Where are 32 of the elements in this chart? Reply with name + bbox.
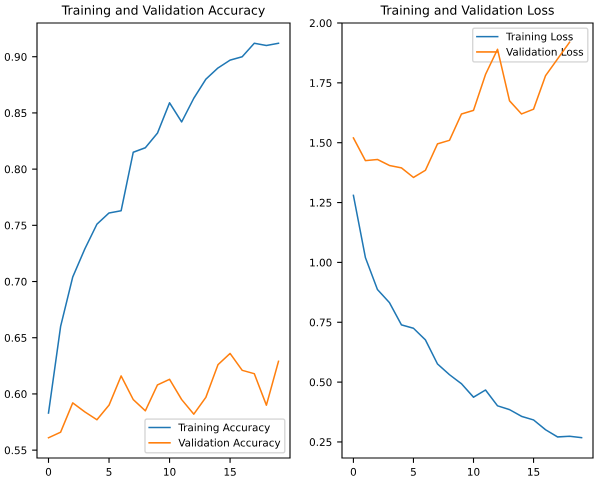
y-tick-label: 0.60: [4, 390, 27, 398]
y-tick-label: 0.70: [4, 278, 27, 286]
x-tick-label: 0: [46, 468, 52, 476]
y-tick-label: 0.50: [310, 378, 332, 386]
y-tick-label: 0.65: [4, 334, 26, 342]
y-tick-label: 1.25: [310, 198, 332, 207]
legend-label: Validation Accuracy: [178, 438, 280, 449]
line-series: [352, 194, 582, 438]
y-tick-label: 0.90: [4, 52, 27, 61]
x-tick-label: 0: [350, 468, 356, 476]
chart-title: Training and Validation Accuracy: [62, 5, 265, 18]
y-tick-label: 2.00: [310, 19, 332, 28]
y-tick-label: 0.85: [4, 109, 26, 118]
legend-label: Training Loss: [506, 32, 573, 42]
y-tick-label: 0.80: [4, 165, 27, 174]
x-tick-label: 5: [410, 468, 416, 476]
line-series: [48, 352, 280, 439]
chart-title: Training and Validation Loss: [380, 5, 554, 18]
x-tick-label: 5: [106, 468, 112, 476]
y-tick-label: 1.75: [310, 79, 332, 87]
line-series: [48, 42, 280, 414]
x-tick-label: 15: [224, 468, 236, 476]
y-tick-label: 1.50: [310, 138, 332, 147]
x-tick-label: 10: [164, 468, 176, 476]
legend-label: Training Accuracy: [178, 423, 270, 434]
x-tick-label: 10: [468, 468, 480, 476]
y-tick-label: 0.55: [4, 446, 26, 454]
y-tick-label: 0.75: [4, 222, 26, 230]
y-tick-label: 0.25: [310, 438, 332, 446]
y-tick-label: 0.75: [310, 318, 332, 326]
y-tick-label: 1.00: [310, 258, 332, 267]
x-tick-label: 15: [528, 468, 540, 476]
